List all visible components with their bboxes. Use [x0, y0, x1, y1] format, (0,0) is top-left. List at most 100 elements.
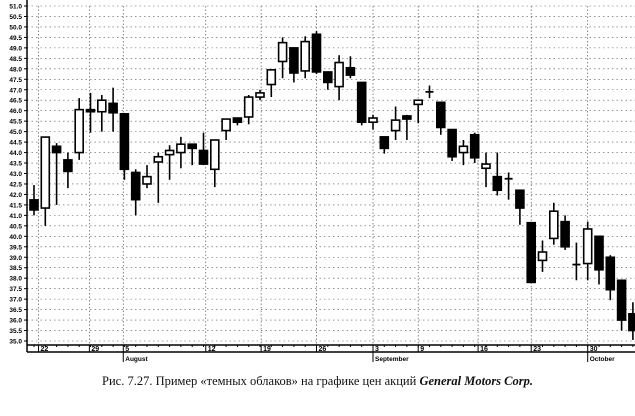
- y-tick-label: 45.5: [9, 119, 22, 126]
- candle-body-down: [492, 175, 503, 192]
- y-tick-label: 48.5: [9, 56, 22, 63]
- candle-body-up: [582, 228, 593, 265]
- y-tick-label: 39.5: [9, 244, 22, 251]
- candle-body-down: [232, 117, 243, 124]
- candle-body-down: [63, 159, 73, 173]
- y-tick-label: 45.0: [9, 129, 22, 136]
- y-tick-label: 40.5: [9, 223, 22, 230]
- month-label: August: [125, 356, 148, 363]
- y-tick-label: 37.0: [9, 297, 22, 304]
- candle-body-up: [176, 143, 186, 154]
- candle-body-up: [266, 69, 277, 86]
- candle-body-up: [142, 175, 152, 185]
- y-tick-label: 35.5: [9, 328, 22, 335]
- candle-body-up: [481, 163, 491, 170]
- candle-body-up: [221, 118, 231, 132]
- candle-body-up: [390, 119, 401, 132]
- candle-body-down: [379, 136, 390, 150]
- y-tick-label: 41.5: [9, 202, 22, 209]
- candle-body-down: [289, 47, 299, 74]
- candle-body-up: [277, 41, 288, 63]
- month-label: September: [375, 356, 409, 363]
- candle-body-up: [243, 96, 254, 118]
- y-tick-label: 36.5: [9, 307, 22, 314]
- x-tick-label: 22: [41, 346, 49, 353]
- y-tick-label: 40.0: [9, 234, 22, 241]
- y-tick-label: 39.0: [9, 255, 22, 262]
- candlestick-chart: 51.0 50.5 50.0 49.5 49.0 48.5 48.0 47.5 47.0 46.5…: [9, 0, 635, 363]
- x-tick-label: 5: [125, 346, 129, 353]
- y-tick-label: 49.5: [9, 35, 22, 42]
- x-tick-label: 29: [91, 346, 99, 353]
- x-tick-label: 19: [263, 346, 271, 353]
- y-tick-label: 47.5: [9, 77, 22, 84]
- y-tick-label: 38.5: [9, 265, 22, 272]
- y-tick-label: 46.0: [9, 108, 22, 115]
- candle-body-up: [548, 210, 559, 240]
- candle-body-up: [74, 108, 84, 154]
- x-tick-label: 30: [590, 346, 598, 353]
- candle-body-down: [469, 133, 480, 159]
- month-label: October: [590, 356, 615, 363]
- candle-body-down: [198, 149, 209, 165]
- y-tick-label: 35.0: [9, 339, 22, 346]
- y-tick-label: 42.5: [9, 181, 22, 188]
- candle-body-down: [605, 256, 616, 291]
- candle-body-up: [537, 251, 548, 262]
- candle-body-up: [210, 139, 220, 171]
- caption-company: General Motors Corp.: [419, 374, 533, 388]
- candle-body-down: [616, 279, 627, 321]
- y-tick-label: 47.0: [9, 87, 22, 94]
- candle-body-up: [334, 61, 344, 88]
- candle-body-down: [526, 221, 537, 284]
- y-tick-label: 41.0: [9, 213, 22, 220]
- candle-body-down: [345, 66, 356, 76]
- candle-body-down: [356, 81, 367, 124]
- candle-body-down: [187, 143, 197, 150]
- candle-body-up: [40, 136, 51, 209]
- candle-body-up: [164, 149, 175, 156]
- candle-body-down: [51, 145, 62, 154]
- figure-caption: Рис. 7.27. Пример «темных облаков» на гр…: [0, 374, 635, 389]
- candle-body-down: [119, 113, 130, 171]
- x-tick-label: 23: [533, 346, 541, 353]
- x-tick-label: 16: [480, 346, 488, 353]
- candle-body-down: [108, 102, 118, 114]
- candle-body-down: [515, 189, 525, 209]
- candle-body-down: [322, 71, 333, 84]
- y-tick-label: 42.0: [9, 192, 22, 199]
- candle-body-up: [300, 40, 311, 72]
- candle-body-down: [594, 235, 604, 271]
- x-tick-label: 12: [208, 346, 216, 353]
- x-tick-label: 26: [319, 346, 327, 353]
- candle-body-down: [130, 171, 141, 201]
- y-tick-label: 36.0: [9, 318, 22, 325]
- y-tick-label: 50.5: [9, 14, 22, 21]
- candle-body-down: [85, 108, 96, 113]
- y-tick-label: 43.0: [9, 171, 22, 178]
- y-tick-label: 51.0: [9, 4, 22, 11]
- candle-body-up: [368, 117, 378, 124]
- candle-body-up: [413, 99, 424, 106]
- y-tick-label: 50.0: [9, 24, 22, 31]
- y-tick-label: 44.5: [9, 140, 22, 147]
- y-tick-label: 46.5: [9, 98, 22, 105]
- candle-body-down: [29, 199, 39, 211]
- candle-body-down: [628, 312, 635, 332]
- candle-body-down: [402, 115, 412, 120]
- candle-body-up: [458, 145, 469, 154]
- candle-body-down: [560, 220, 570, 248]
- y-tick-label: 37.5: [9, 286, 22, 293]
- candle-body-down: [311, 33, 322, 73]
- y-tick-label: 48.0: [9, 66, 22, 73]
- candle-body-up: [255, 92, 265, 98]
- y-tick-label: 43.5: [9, 161, 22, 168]
- candle-body-down: [447, 128, 457, 158]
- candle-body-up: [153, 155, 164, 163]
- x-tick-label: 9: [420, 346, 424, 353]
- y-tick-label: 44.0: [9, 150, 22, 157]
- caption-text: Рис. 7.27. Пример «темных облаков» на гр…: [102, 374, 420, 388]
- candle-body-up: [97, 99, 107, 113]
- y-tick-label: 49.0: [9, 45, 22, 52]
- candle-body-down: [435, 101, 446, 129]
